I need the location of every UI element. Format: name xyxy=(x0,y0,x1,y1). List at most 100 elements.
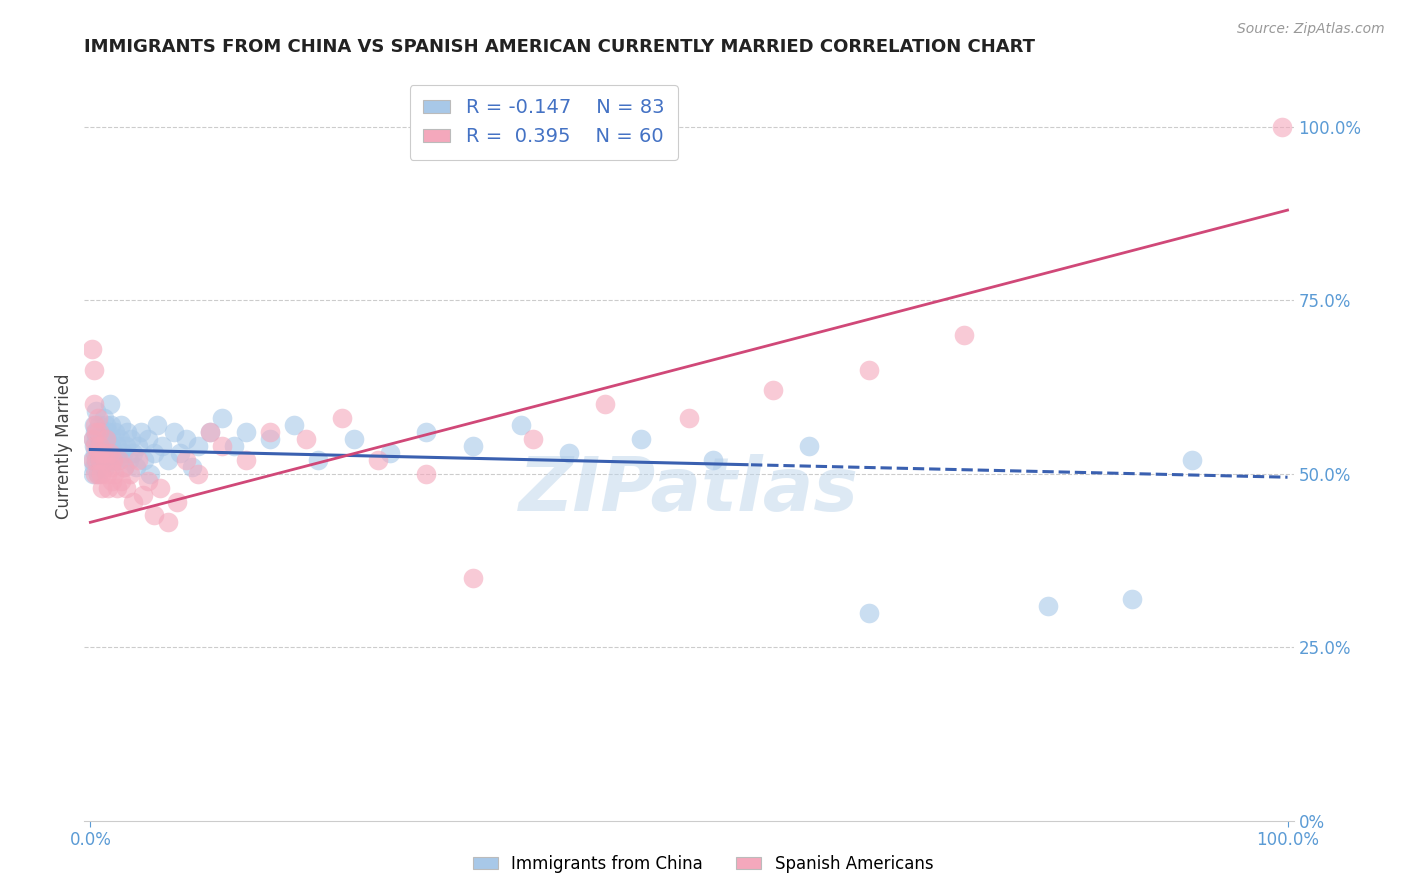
Point xyxy=(367,453,389,467)
Point xyxy=(1036,599,1059,613)
Point xyxy=(630,432,652,446)
Point xyxy=(100,459,122,474)
Point xyxy=(101,453,124,467)
Point xyxy=(122,494,145,508)
Point xyxy=(86,453,108,467)
Point xyxy=(93,453,115,467)
Point xyxy=(87,418,110,433)
Point xyxy=(522,432,544,446)
Point xyxy=(118,453,141,467)
Point xyxy=(84,467,107,481)
Point xyxy=(86,411,108,425)
Point xyxy=(90,467,112,481)
Point xyxy=(86,453,108,467)
Point xyxy=(259,432,281,446)
Point xyxy=(93,453,115,467)
Point xyxy=(84,439,107,453)
Point xyxy=(84,418,107,433)
Point xyxy=(211,439,233,453)
Point xyxy=(222,439,245,453)
Point xyxy=(136,432,159,446)
Point xyxy=(378,446,401,460)
Point xyxy=(94,418,117,433)
Point xyxy=(283,418,305,433)
Point xyxy=(510,418,533,433)
Point xyxy=(82,453,104,467)
Point xyxy=(100,418,122,433)
Point xyxy=(198,425,221,439)
Point xyxy=(105,481,128,495)
Point xyxy=(139,467,162,481)
Point xyxy=(174,453,197,467)
Point xyxy=(198,425,221,439)
Point xyxy=(90,439,112,453)
Point xyxy=(86,439,108,453)
Point xyxy=(91,425,114,439)
Point xyxy=(89,453,111,467)
Point xyxy=(89,439,111,453)
Point xyxy=(83,459,105,474)
Point xyxy=(187,467,209,481)
Point xyxy=(94,432,117,446)
Point xyxy=(96,467,118,481)
Point xyxy=(136,474,159,488)
Point xyxy=(98,397,121,411)
Point xyxy=(558,446,581,460)
Point xyxy=(84,425,107,439)
Point xyxy=(98,446,121,460)
Point xyxy=(169,446,191,460)
Point xyxy=(108,453,131,467)
Point xyxy=(82,432,104,446)
Point xyxy=(101,453,124,467)
Point xyxy=(94,432,117,446)
Point xyxy=(187,439,209,453)
Point xyxy=(110,474,132,488)
Point xyxy=(235,453,257,467)
Point xyxy=(107,453,129,467)
Point xyxy=(82,467,104,481)
Point xyxy=(83,362,105,376)
Point xyxy=(84,446,107,460)
Point xyxy=(93,459,115,474)
Point xyxy=(122,446,145,460)
Point xyxy=(112,459,135,474)
Point xyxy=(80,453,103,467)
Point xyxy=(86,432,108,446)
Point xyxy=(104,425,127,439)
Point xyxy=(166,494,188,508)
Point xyxy=(83,418,105,433)
Y-axis label: Currently Married: Currently Married xyxy=(55,373,73,519)
Point xyxy=(101,432,124,446)
Point xyxy=(415,425,437,439)
Point xyxy=(181,459,204,474)
Point xyxy=(415,467,437,481)
Point xyxy=(120,432,142,446)
Point xyxy=(118,467,141,481)
Point xyxy=(1121,591,1143,606)
Point xyxy=(953,328,976,343)
Point xyxy=(93,439,115,453)
Point xyxy=(93,411,115,425)
Point xyxy=(97,453,120,467)
Point xyxy=(797,439,820,453)
Point xyxy=(146,418,169,433)
Point xyxy=(86,467,108,481)
Point xyxy=(157,453,180,467)
Point xyxy=(115,481,138,495)
Point xyxy=(101,474,124,488)
Point xyxy=(103,446,125,460)
Point xyxy=(91,481,114,495)
Point xyxy=(259,425,281,439)
Point xyxy=(82,432,104,446)
Point xyxy=(83,397,105,411)
Point xyxy=(858,606,880,620)
Legend: Immigrants from China, Spanish Americans: Immigrants from China, Spanish Americans xyxy=(467,848,939,880)
Point xyxy=(100,439,122,453)
Point xyxy=(149,481,172,495)
Point xyxy=(142,446,165,460)
Legend: R = -0.147    N = 83, R =  0.395    N = 60: R = -0.147 N = 83, R = 0.395 N = 60 xyxy=(409,85,678,160)
Point xyxy=(174,432,197,446)
Point xyxy=(110,418,132,433)
Point xyxy=(125,459,148,474)
Point xyxy=(593,397,616,411)
